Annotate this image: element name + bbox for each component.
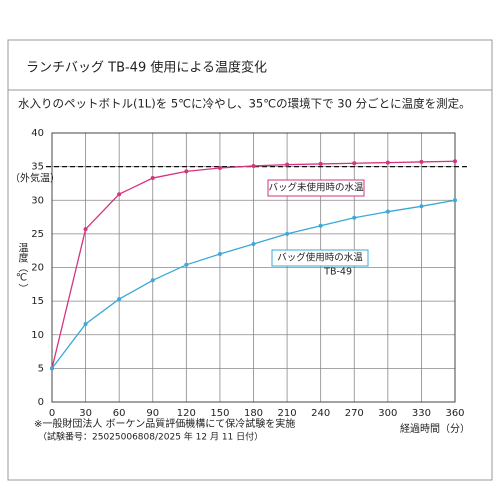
data-point	[83, 227, 88, 232]
data-point	[318, 161, 323, 166]
data-point	[285, 162, 290, 167]
data-point	[419, 204, 424, 209]
x-tick-label: 90	[146, 408, 159, 419]
x-tick-label: 0	[49, 408, 55, 419]
y-tick-label: 20	[31, 263, 44, 274]
footnote: ※一般財団法人 ボーケン品質評価機構にて保冷試験を実施	[34, 417, 295, 430]
data-point	[117, 192, 122, 197]
legend-label: バッグ使用時の水温	[277, 252, 363, 264]
data-point	[419, 159, 424, 164]
x-tick-label: 300	[378, 408, 397, 419]
y-tick-label: 10	[31, 330, 44, 341]
data-point	[217, 252, 222, 257]
data-point	[117, 297, 122, 302]
data-point	[150, 176, 155, 181]
data-point	[217, 165, 222, 170]
data-point	[83, 321, 88, 326]
y-tick-label: 0	[38, 397, 44, 408]
data-point	[385, 209, 390, 214]
data-point	[150, 278, 155, 283]
data-point	[453, 198, 457, 203]
y-axis-label: 温度（℃）	[16, 242, 28, 293]
data-point	[50, 366, 54, 371]
series-note: TB-49	[323, 267, 352, 278]
legend-box	[271, 249, 369, 267]
x-tick-label: 150	[210, 408, 229, 419]
y-tick-label: 35	[31, 162, 44, 173]
data-point	[251, 241, 256, 246]
x-tick-label: 30	[79, 408, 92, 419]
y-tick-label: 15	[31, 296, 44, 307]
x-tick-label: 60	[113, 408, 126, 419]
data-point	[184, 169, 189, 174]
data-point	[352, 215, 357, 220]
x-tick-label: 210	[278, 408, 297, 419]
data-point	[453, 159, 457, 164]
x-axis-label: 経過時間（分）	[400, 422, 470, 435]
y-tick-label: 25	[31, 229, 44, 240]
y-tick-label: 40	[31, 128, 44, 139]
chart-title: ランチバッグ TB-49 使用による温度変化	[26, 60, 267, 76]
footnote: （試験番号：25025006808/2025 年 12 月 11 日付）	[38, 431, 263, 443]
data-point	[184, 262, 189, 267]
data-point	[285, 231, 290, 236]
frame	[7, 39, 493, 481]
plot-border	[51, 132, 456, 403]
x-tick-label: 120	[177, 408, 196, 419]
data-point	[251, 163, 256, 168]
legend-box	[267, 179, 365, 197]
x-tick-label: 270	[345, 408, 364, 419]
reference-label: （外気温）	[10, 172, 60, 185]
x-tick-label: 180	[244, 408, 263, 419]
x-tick-label: 360	[445, 408, 464, 419]
legend-label: バッグ未使用時の水温	[268, 182, 364, 194]
data-point	[385, 160, 390, 165]
chart-subtitle: 水入りのペットボトル(1L)を 5℃に冷やし、35℃の環境下で 30 分ごとに温…	[18, 97, 471, 111]
y-tick-label: 5	[38, 363, 44, 374]
data-point	[352, 161, 357, 166]
y-tick-label: 30	[31, 195, 44, 206]
x-tick-label: 330	[412, 408, 431, 419]
data-point	[318, 223, 323, 228]
x-tick-label: 240	[311, 408, 330, 419]
